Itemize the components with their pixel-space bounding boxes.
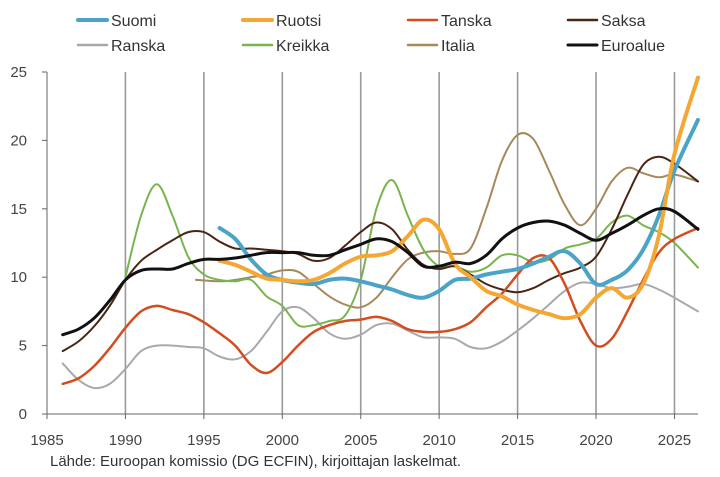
axes: 1985 1990 1995 2000 2005 2010 2015 2020 20250510… <box>10 64 698 449</box>
legend-label-ruotsi: Ruotsi <box>276 13 321 30</box>
x-tick-label: 2010 <box>422 432 455 449</box>
x-tick-label: 2025 <box>658 432 691 449</box>
x-tick-label: 2005 <box>344 432 377 449</box>
series-line-euroalue <box>61 206 700 337</box>
x-tick-label: 2020 <box>579 432 612 449</box>
y-tick-label: 15 <box>10 201 27 218</box>
y-tick-label: 20 <box>10 132 27 149</box>
series-lines <box>61 75 700 390</box>
source-note: Lähde: Euroopan komissio (DG ECFIN), kir… <box>50 453 461 470</box>
legend-label-italia: Italia <box>441 38 475 55</box>
y-tick-label: 25 <box>10 64 27 81</box>
legend-label-euroalue: Euroalue <box>601 38 665 55</box>
legend: Suomi Ruotsi Tanska Saksa Ranska Kreikka Itali… <box>76 13 665 55</box>
x-tick-label: 2015 <box>501 432 534 449</box>
series-line-saksa <box>61 155 699 353</box>
series-line-ranska <box>61 281 699 390</box>
legend-label-ranska: Ranska <box>111 38 165 55</box>
legend-label-saksa: Saksa <box>601 13 646 30</box>
legend-label-tanska: Tanska <box>441 13 492 30</box>
y-tick-label: 10 <box>10 269 27 286</box>
x-tick-label: 1985 <box>30 432 63 449</box>
x-tick-label: 2000 <box>266 432 299 449</box>
x-tick-label: 1995 <box>187 432 220 449</box>
series-line-italia <box>195 132 699 309</box>
y-tick-label: 0 <box>19 406 27 423</box>
series-line-ruotsi <box>217 75 700 321</box>
series-line-tanska <box>61 226 700 386</box>
legend-label-suomi: Suomi <box>111 13 156 30</box>
vertical-gridlines <box>124 72 676 414</box>
x-tick-label: 1990 <box>109 432 142 449</box>
y-tick-label: 5 <box>19 338 27 355</box>
legend-label-kreikka: Kreikka <box>276 38 329 55</box>
